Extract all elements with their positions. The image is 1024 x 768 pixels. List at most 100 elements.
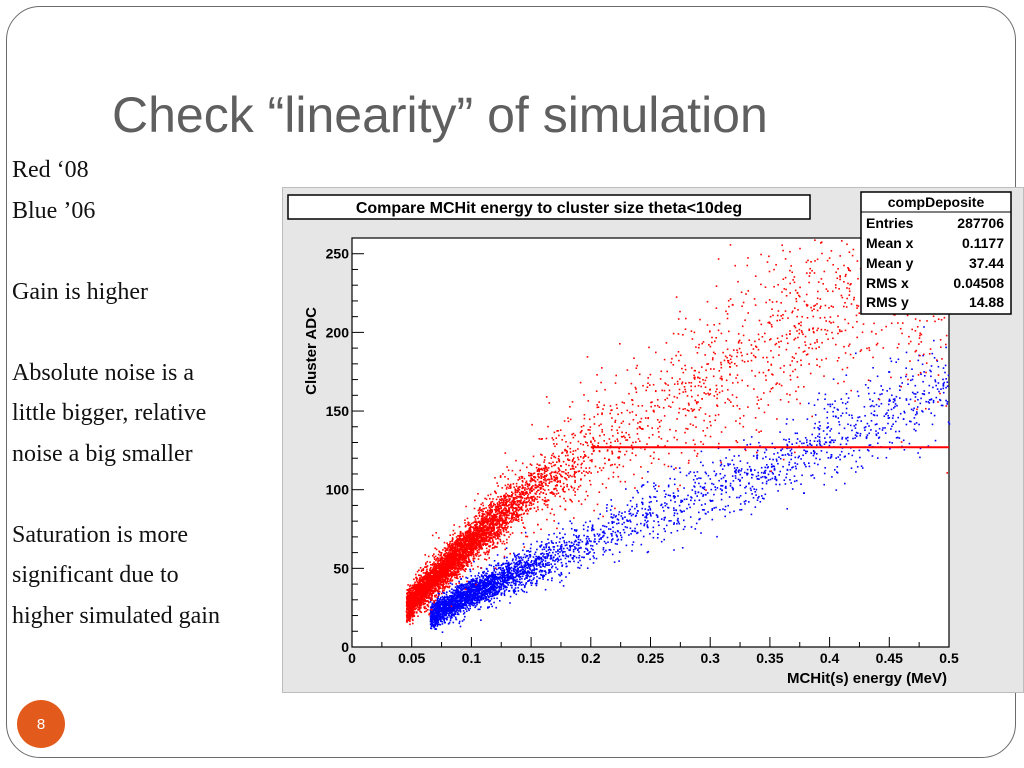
data-point (585, 543, 588, 546)
data-point (435, 614, 438, 617)
data-point (438, 590, 441, 593)
data-point (629, 512, 632, 515)
data-point (763, 497, 765, 500)
data-point (431, 622, 433, 624)
data-point (770, 466, 773, 468)
data-point (542, 578, 544, 580)
data-point (757, 471, 759, 474)
data-point (645, 512, 647, 515)
data-point (856, 419, 859, 422)
data-point (552, 556, 555, 559)
data-point (451, 613, 454, 616)
data-point (462, 532, 464, 535)
data-point (469, 600, 471, 602)
data-point (868, 425, 870, 427)
data-point (508, 570, 510, 573)
data-point (487, 580, 489, 582)
data-point (540, 553, 542, 555)
data-point (487, 596, 490, 599)
data-point (504, 580, 507, 583)
data-point (712, 483, 715, 486)
data-point (898, 385, 901, 387)
data-point (552, 559, 554, 562)
data-point (476, 600, 478, 602)
data-point (453, 615, 455, 617)
data-point (460, 603, 462, 605)
data-point (421, 569, 423, 571)
data-point (594, 440, 596, 442)
data-point (884, 427, 886, 429)
data-point (773, 465, 776, 468)
data-point (860, 420, 862, 422)
data-point (522, 480, 524, 483)
data-point (507, 570, 509, 573)
data-point (510, 581, 513, 584)
data-point (469, 601, 472, 604)
data-point (772, 473, 774, 475)
data-point (487, 588, 490, 590)
data-point (529, 575, 531, 578)
data-point (945, 378, 947, 380)
data-point (502, 572, 505, 575)
data-point (446, 608, 449, 611)
data-point (501, 564, 503, 566)
data-point (460, 578, 462, 580)
data-point (625, 488, 627, 490)
data-point (448, 601, 450, 604)
data-point (525, 574, 527, 577)
data-point (418, 591, 420, 594)
data-point (713, 493, 715, 496)
data-point (446, 612, 448, 614)
data-point (495, 606, 497, 609)
data-point (711, 518, 714, 521)
data-point (555, 542, 557, 544)
data-point (804, 463, 806, 466)
data-point (456, 601, 458, 603)
data-point (494, 589, 497, 591)
data-point (914, 413, 917, 416)
data-point (711, 509, 713, 511)
data-point (449, 582, 452, 584)
data-point (577, 561, 580, 564)
data-point (721, 468, 724, 470)
data-point (476, 587, 478, 589)
data-point (431, 613, 434, 615)
data-point (488, 580, 490, 582)
data-point (566, 565, 568, 568)
data-point (515, 572, 517, 575)
data-point (808, 402, 810, 405)
data-point (489, 593, 491, 596)
data-point (905, 351, 908, 354)
data-point (433, 624, 435, 626)
data-point (463, 585, 465, 588)
data-point (492, 592, 495, 595)
data-point (643, 524, 645, 527)
data-point (562, 555, 565, 557)
data-point (868, 432, 870, 435)
data-point (736, 496, 738, 499)
data-point (482, 537, 485, 539)
data-point (521, 502, 523, 504)
data-point (716, 535, 718, 538)
data-point (673, 478, 676, 480)
data-point (490, 603, 492, 605)
data-point (670, 532, 673, 534)
data-point (413, 584, 415, 586)
data-point (603, 531, 605, 534)
data-point (434, 614, 436, 617)
data-point (461, 620, 464, 622)
data-point (452, 598, 454, 601)
data-point (472, 548, 475, 551)
data-point (592, 438, 595, 440)
data-point (735, 469, 737, 471)
data-point (500, 593, 503, 596)
data-point (531, 569, 533, 572)
data-point (431, 624, 433, 627)
data-point (602, 548, 605, 551)
data-point (764, 475, 766, 478)
data-point (415, 611, 418, 613)
data-point (717, 447, 720, 450)
data-point (434, 608, 437, 610)
data-point (467, 594, 470, 597)
data-point (435, 601, 438, 604)
